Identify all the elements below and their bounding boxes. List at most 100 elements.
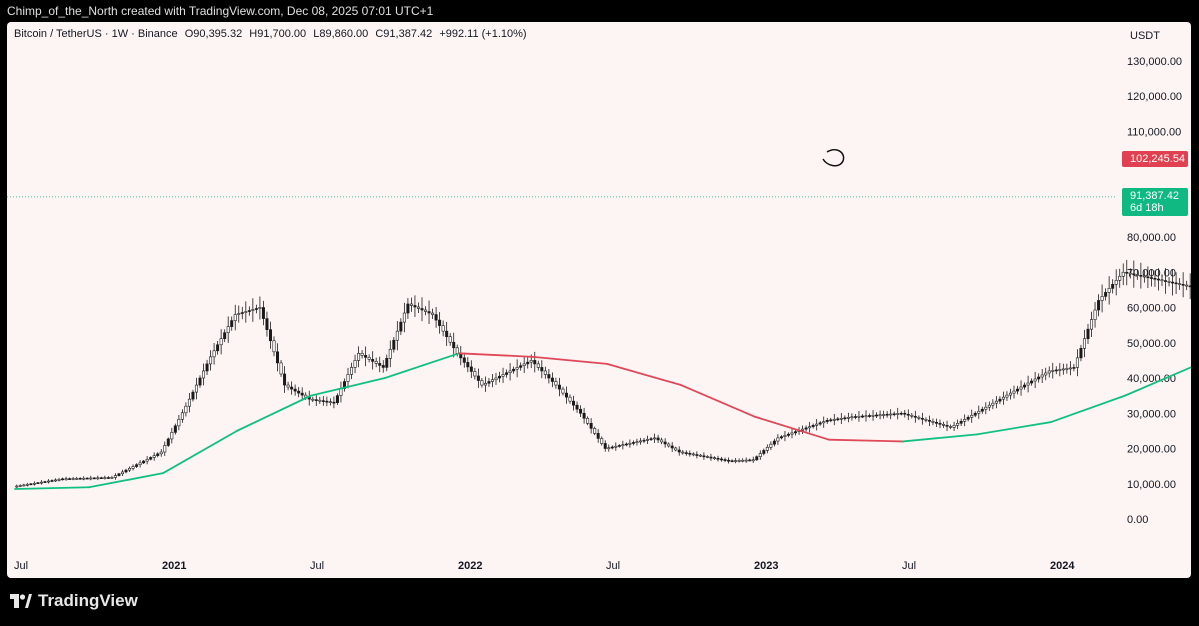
moving-average-segment bbox=[162, 429, 238, 475]
candle-body bbox=[808, 426, 812, 429]
candle-body bbox=[448, 336, 452, 343]
candle-body bbox=[346, 374, 350, 382]
candle-body bbox=[663, 441, 667, 445]
candle-body bbox=[769, 443, 773, 448]
candle-body bbox=[205, 363, 209, 372]
candle-body bbox=[853, 416, 857, 418]
candle-body bbox=[18, 485, 22, 487]
candle-body bbox=[927, 419, 931, 422]
candle-body bbox=[868, 415, 872, 417]
candle-body bbox=[54, 479, 58, 482]
candle-body bbox=[572, 400, 576, 406]
candle-body bbox=[1111, 284, 1115, 289]
candle-body bbox=[1142, 275, 1146, 278]
candle-body bbox=[110, 477, 114, 479]
candle-body bbox=[610, 446, 614, 449]
candle-body bbox=[452, 341, 456, 349]
candle-body bbox=[536, 363, 540, 368]
x-tick-label: Jul bbox=[606, 560, 620, 572]
candle-body bbox=[1167, 281, 1171, 283]
candle-body bbox=[987, 404, 991, 408]
candle-body bbox=[892, 413, 896, 416]
candle-body bbox=[653, 437, 657, 440]
candle-body bbox=[681, 451, 685, 454]
candle-body bbox=[71, 478, 75, 480]
candle-body bbox=[335, 395, 339, 403]
legend-close: C91,387.42 bbox=[375, 28, 433, 40]
candle-body bbox=[1047, 370, 1051, 374]
candle-body bbox=[709, 456, 713, 459]
candle-body bbox=[212, 350, 216, 358]
candle-body bbox=[712, 457, 716, 459]
candle-body bbox=[1068, 367, 1072, 370]
candle-body bbox=[1156, 278, 1160, 281]
candle-body bbox=[875, 414, 879, 417]
candle-body bbox=[864, 415, 868, 418]
candle-body bbox=[441, 325, 445, 332]
candle-body bbox=[455, 347, 459, 354]
price-chart[interactable]: 0.00 10,000.00 20,000.00 30,000.00 40,000.00… bbox=[7, 22, 1191, 578]
x-tick-label: Jul bbox=[14, 560, 28, 572]
x-tick-label: 2024 bbox=[1050, 560, 1075, 572]
candle-body bbox=[198, 377, 202, 386]
candle-body bbox=[529, 360, 533, 363]
candle-body bbox=[466, 362, 470, 368]
candle-body bbox=[871, 414, 875, 417]
candle-body bbox=[353, 360, 357, 368]
candle-body bbox=[106, 477, 110, 479]
candle-body bbox=[480, 380, 484, 386]
candle-body bbox=[392, 339, 396, 350]
candle-body bbox=[963, 418, 967, 422]
candle-body bbox=[593, 428, 597, 434]
candle-body bbox=[399, 321, 403, 332]
legend-change: +992.11 (+1.10%) bbox=[439, 28, 527, 40]
candle-body bbox=[825, 419, 829, 422]
candle-body bbox=[173, 425, 177, 433]
candle-body bbox=[508, 370, 512, 374]
candle-body bbox=[293, 388, 297, 392]
candle-body bbox=[783, 435, 787, 437]
candle-body bbox=[1107, 288, 1111, 293]
candle-body bbox=[688, 452, 692, 455]
candle-body bbox=[1125, 271, 1129, 274]
candle-body bbox=[431, 312, 435, 315]
last-price-value: 91,387.42 bbox=[1130, 190, 1179, 202]
symbol-legend: Bitcoin / TetherUS · 1W · Binance O90,39… bbox=[14, 28, 531, 40]
candle-body bbox=[385, 358, 389, 368]
candle-body bbox=[832, 418, 836, 421]
chart-frame[interactable]: 0.00 10,000.00 20,000.00 30,000.00 40,000.00… bbox=[7, 22, 1191, 578]
candle-body bbox=[765, 446, 769, 451]
candle-body bbox=[815, 423, 819, 426]
moving-average-segment bbox=[606, 362, 682, 386]
candle-body bbox=[145, 458, 149, 462]
candle-body bbox=[163, 445, 167, 453]
candle-body bbox=[1114, 280, 1118, 285]
moving-average-segment bbox=[532, 355, 608, 365]
candle-body bbox=[1079, 347, 1083, 359]
candle-body bbox=[82, 477, 86, 480]
candle-body bbox=[1026, 382, 1030, 386]
x-tick-label: 2021 bbox=[162, 560, 186, 572]
candle-body bbox=[314, 399, 318, 401]
candle-body bbox=[744, 459, 748, 462]
candle-body bbox=[1093, 309, 1097, 320]
currency-unit[interactable]: USDT bbox=[1130, 30, 1160, 42]
candle-body bbox=[624, 443, 628, 446]
candle-body bbox=[152, 455, 156, 458]
candle-body bbox=[1104, 292, 1108, 297]
candle-body bbox=[424, 309, 428, 312]
candle-body bbox=[755, 456, 759, 461]
tradingview-logo[interactable]: TradingView bbox=[10, 591, 138, 611]
candle-body bbox=[596, 433, 600, 439]
candle-body bbox=[582, 412, 586, 419]
bar-countdown: 6d 18h bbox=[1130, 202, 1164, 214]
candle-body bbox=[159, 451, 163, 455]
candle-body bbox=[131, 466, 135, 469]
candle-body bbox=[934, 422, 938, 424]
candle-body bbox=[646, 439, 650, 441]
candle-body bbox=[39, 481, 43, 484]
candle-body bbox=[311, 398, 315, 401]
candle-body bbox=[92, 477, 96, 480]
y-tick-label: 60,000.00 bbox=[1127, 303, 1176, 315]
candle-body bbox=[1058, 369, 1062, 371]
